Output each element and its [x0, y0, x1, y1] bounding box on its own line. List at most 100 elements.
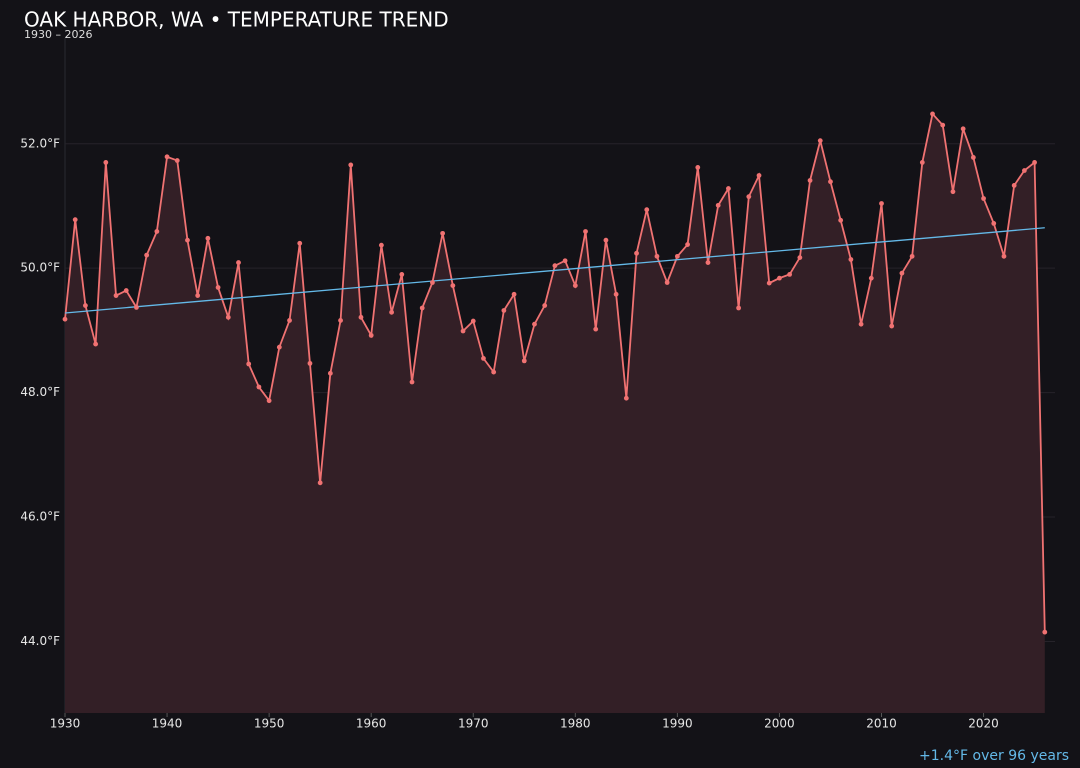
- point: [246, 361, 252, 367]
- point: [134, 304, 139, 310]
- trend-annotation: +1.4°F over 96 years: [919, 748, 1069, 764]
- point: [378, 242, 384, 248]
- y-tick-label: 50.0°F: [20, 261, 60, 275]
- point: [440, 230, 446, 236]
- point: [746, 194, 752, 200]
- point: [123, 288, 129, 293]
- point: [72, 217, 78, 223]
- point: [868, 275, 874, 281]
- x-tick-label: 1950: [254, 717, 285, 731]
- point: [225, 314, 231, 320]
- trend-line: [64, 227, 1045, 314]
- point: [144, 252, 150, 258]
- point: [909, 253, 915, 259]
- point: [899, 270, 905, 276]
- point: [62, 316, 68, 322]
- point: [419, 305, 425, 311]
- point: [858, 321, 864, 327]
- point: [358, 314, 364, 320]
- point: [205, 235, 211, 241]
- point: [991, 220, 997, 226]
- point: [368, 332, 374, 338]
- point: [521, 358, 527, 364]
- point: [674, 253, 680, 259]
- area: [65, 113, 1045, 713]
- point: [685, 242, 690, 247]
- point: [1042, 629, 1048, 635]
- point: [583, 229, 588, 234]
- point: [389, 309, 394, 315]
- x-tick-label: 1930: [50, 717, 81, 731]
- x-tick-label: 1990: [662, 717, 693, 731]
- point: [532, 321, 537, 327]
- point: [644, 207, 650, 213]
- chart-subtitle: 1930 – 2026: [24, 28, 92, 41]
- point: [736, 305, 742, 311]
- point: [705, 260, 711, 265]
- point: [185, 237, 190, 243]
- x-tick-label: 1980: [560, 717, 591, 731]
- point: [970, 155, 976, 160]
- point: [327, 370, 333, 376]
- point: [83, 303, 88, 308]
- point: [695, 165, 701, 170]
- point: [766, 280, 772, 286]
- point: [1011, 183, 1017, 188]
- point: [1032, 160, 1037, 165]
- point: [593, 326, 599, 332]
- point: [93, 341, 99, 347]
- y-tick-label: 46.0°F: [20, 510, 60, 524]
- point: [307, 360, 313, 366]
- point: [287, 318, 292, 323]
- point: [552, 263, 558, 269]
- point: [399, 272, 405, 277]
- point: [154, 229, 160, 234]
- point: [797, 255, 803, 261]
- x-tick-label: 1970: [458, 717, 489, 731]
- x-tick-label: 2010: [866, 717, 897, 731]
- point: [807, 178, 813, 183]
- point: [470, 318, 476, 324]
- point: [256, 384, 262, 390]
- point: [450, 283, 456, 289]
- point: [919, 160, 925, 165]
- point: [634, 250, 639, 256]
- point: [623, 395, 629, 401]
- point: [828, 179, 833, 185]
- point: [848, 257, 854, 262]
- point: [511, 291, 517, 297]
- point: [930, 111, 935, 117]
- chart-title: OAK HARBOR, WA • TEMPERATURE TREND: [24, 8, 449, 32]
- point: [409, 379, 415, 385]
- x-tick-label: 1940: [152, 717, 183, 731]
- point: [276, 344, 282, 350]
- point: [460, 328, 466, 334]
- point: [297, 240, 303, 246]
- point: [501, 308, 507, 313]
- point: [940, 122, 946, 128]
- point: [164, 154, 170, 160]
- point: [572, 283, 578, 289]
- point: [1021, 168, 1027, 173]
- point: [174, 158, 180, 163]
- y-tick-label: 44.0°F: [20, 634, 60, 648]
- point: [981, 196, 986, 201]
- y-tick-label: 48.0°F: [20, 385, 60, 399]
- y-tick-label: 52.0°F: [20, 136, 60, 150]
- point: [787, 272, 793, 277]
- point: [960, 126, 966, 132]
- point: [491, 369, 497, 375]
- point: [879, 201, 884, 206]
- point: [113, 293, 119, 298]
- point: [236, 260, 241, 265]
- x-tick-label: 1960: [356, 717, 387, 731]
- point: [777, 275, 782, 281]
- point: [715, 202, 721, 208]
- point: [726, 186, 731, 191]
- x-tick-label: 2020: [968, 717, 999, 731]
- point: [950, 189, 956, 195]
- point: [266, 398, 272, 404]
- point: [338, 318, 343, 323]
